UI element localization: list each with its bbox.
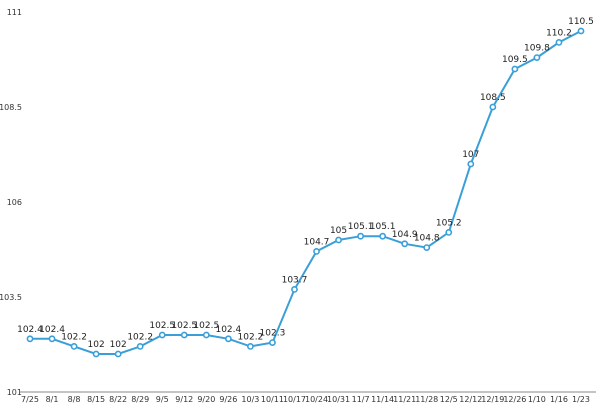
- data-point: [445, 228, 453, 236]
- x-tick-label: 9/12: [175, 395, 193, 404]
- data-label: 104.9: [392, 230, 418, 240]
- data-point: [224, 335, 232, 343]
- data-point: [246, 342, 254, 350]
- x-tick-label: 11/14: [371, 395, 394, 404]
- data-label: 102.4: [17, 325, 43, 335]
- data-point: [291, 285, 298, 293]
- data-point: [467, 160, 475, 168]
- data-label: 108.5: [480, 93, 506, 103]
- data-point: [269, 339, 276, 346]
- data-point: [92, 350, 100, 358]
- y-axis-ticks: 101 103.5 106 108.5 111: [0, 8, 22, 397]
- data-label: 107: [462, 150, 479, 160]
- y-tick-label: 106: [7, 198, 22, 207]
- data-label: 102.2: [61, 332, 87, 342]
- data-label: 109.5: [502, 55, 528, 65]
- x-axis-ticks: 7/25 8/1 8/8 8/15 8/22 8/29 9/5 9/12 9/20 9/26 10/…: [21, 395, 590, 404]
- x-tick-label: 1/16: [550, 395, 568, 404]
- x-tick-label: 11/21: [393, 395, 416, 404]
- data-point: [180, 331, 188, 339]
- x-tick-label: 9/20: [197, 395, 215, 404]
- x-tick-label: 12/12: [459, 395, 482, 404]
- y-tick-label: 101: [7, 388, 22, 397]
- data-point: [533, 54, 541, 61]
- x-tick-label: 8/22: [109, 395, 127, 404]
- data-label: 105: [330, 226, 347, 236]
- data-label: 102.2: [238, 332, 264, 342]
- data-point: [335, 236, 342, 244]
- x-tick-label: 12/26: [503, 395, 526, 404]
- data-label: 104.8: [414, 234, 440, 244]
- data-label: 104.7: [304, 237, 330, 247]
- x-tick-label: 10/17: [283, 395, 306, 404]
- x-tick-label: 12/19: [481, 395, 504, 404]
- data-point: [511, 65, 519, 73]
- data-label: 102.5: [149, 321, 175, 331]
- data-point: [555, 39, 563, 46]
- x-tick-label: 11/7: [352, 395, 370, 404]
- y-tick-label: 108.5: [0, 103, 22, 112]
- x-tick-label: 8/29: [131, 395, 149, 404]
- data-label: 109.8: [524, 44, 550, 54]
- data-point: [489, 103, 497, 111]
- data-point: [379, 232, 387, 240]
- data-label: 102: [110, 340, 127, 350]
- x-tick-label: 9/26: [219, 395, 237, 404]
- data-point: [70, 342, 78, 350]
- series-line: [30, 30, 582, 355]
- data-point: [158, 331, 166, 339]
- data-point: [48, 335, 56, 343]
- data-point: [136, 342, 144, 350]
- data-label: 102.2: [127, 332, 153, 342]
- data-point: [313, 247, 320, 255]
- x-tick-label: 12/5: [440, 395, 458, 404]
- x-tick-label: 7/25: [21, 395, 39, 404]
- data-point: [202, 331, 210, 339]
- data-label: 103.7: [282, 275, 308, 285]
- data-label: 105.2: [436, 218, 462, 228]
- x-tick-label: 8/1: [46, 395, 59, 404]
- data-point: [423, 244, 431, 251]
- x-tick-label: 10/11: [261, 395, 284, 404]
- x-tick-label: 10/3: [241, 395, 259, 404]
- data-label: 102.3: [260, 329, 286, 339]
- data-label: 102: [88, 340, 105, 350]
- data-label: 105.1: [370, 222, 396, 232]
- x-tick-label: 8/8: [68, 395, 81, 404]
- data-markers: [26, 27, 585, 358]
- data-point: [26, 335, 34, 343]
- data-label: 110.2: [546, 28, 572, 38]
- x-tick-label: 9/5: [156, 395, 169, 404]
- data-point: [357, 232, 364, 240]
- x-tick-label: 8/15: [87, 395, 105, 404]
- x-tick-label: 10/31: [327, 395, 350, 404]
- x-tick-label: 11/28: [415, 395, 438, 404]
- data-label: 102.4: [39, 325, 65, 335]
- x-tick-label: 1/23: [572, 395, 590, 404]
- x-tick-label: 10/24: [305, 395, 328, 404]
- data-label: 102.5: [171, 321, 197, 331]
- y-tick-label: 111: [7, 8, 22, 17]
- data-point: [577, 27, 585, 35]
- data-label: 105.1: [348, 222, 374, 232]
- data-label: 102.4: [215, 325, 241, 335]
- data-point: [114, 350, 122, 358]
- data-label: 102.5: [193, 321, 219, 331]
- x-tick-label: 1/10: [528, 395, 546, 404]
- y-tick-label: 103.5: [0, 293, 22, 302]
- data-point: [401, 240, 409, 248]
- data-label: 110.5: [568, 17, 594, 27]
